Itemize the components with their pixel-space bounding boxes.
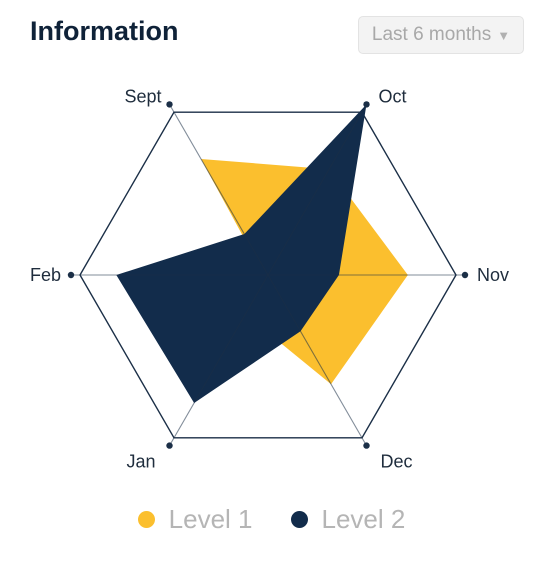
- axis-label-jan: Jan: [126, 452, 155, 472]
- legend-swatch-level-2: [290, 511, 308, 528]
- chevron-down-icon: ▼: [497, 27, 511, 43]
- radar-chart: Oct Nov Dec Jan Feb Sept: [30, 86, 509, 472]
- radar-axis-line-dec: [169, 104, 367, 446]
- axis-dot-oct: [363, 101, 370, 108]
- axis-label-nov: Nov: [477, 265, 509, 285]
- date-range-dropdown[interactable]: Last 6 months ▼: [358, 16, 524, 54]
- legend-label-level-1: Level 1: [168, 504, 253, 534]
- axis-dot-dec: [363, 442, 370, 449]
- axis-label-feb: Feb: [30, 265, 61, 285]
- legend-item-level-2: Level 2: [290, 504, 406, 535]
- axis-dot-sept: [166, 101, 173, 108]
- series-area-2: [116, 104, 367, 403]
- axis-label-sept: Sept: [124, 86, 161, 106]
- legend-swatch-level-1: [137, 511, 155, 528]
- date-range-label: Last 6 months: [371, 24, 492, 45]
- legend-label-level-2: Level 2: [321, 504, 406, 534]
- axis-label-dec: Dec: [381, 452, 413, 472]
- axis-dot-jan: [166, 442, 173, 449]
- legend-item-level-1: Level 1: [137, 504, 253, 535]
- axis-dot-nov: [461, 271, 469, 279]
- axis-dot-feb: [67, 271, 75, 279]
- page-title: Information: [30, 16, 179, 46]
- axis-label-oct: Oct: [379, 86, 407, 106]
- chart-legend: Level 1 Level 2: [0, 504, 543, 535]
